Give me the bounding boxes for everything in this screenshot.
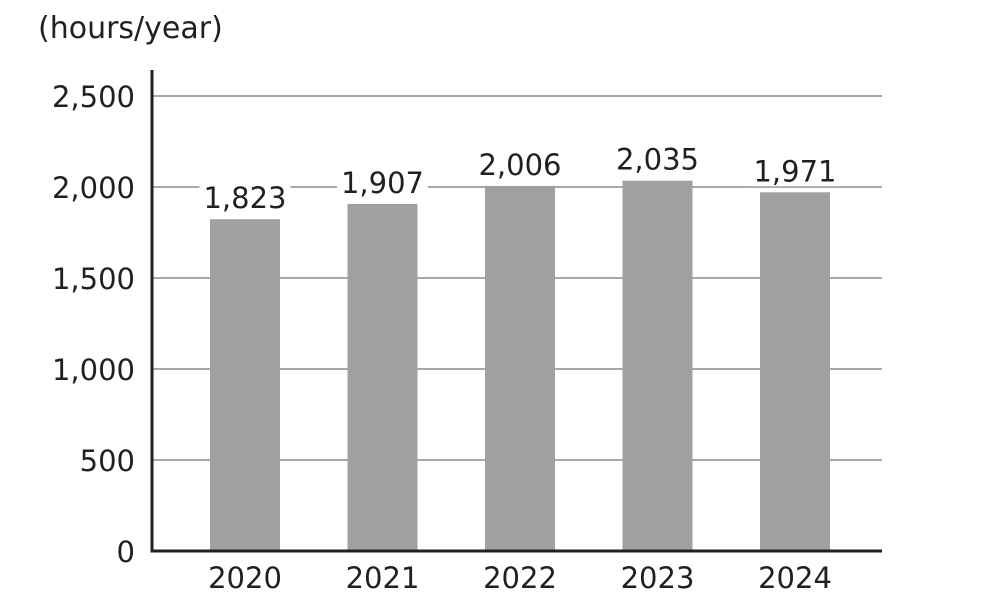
x-tick-label: 2020	[208, 561, 282, 595]
y-tick-label: 1,000	[52, 353, 135, 387]
x-tick-label: 2022	[483, 561, 557, 595]
y-tick-label: 2,500	[52, 80, 135, 114]
y-tick-label: 1,500	[52, 262, 135, 296]
y-tick-labels: 0 500 1,000 1,500 2,000 2,500	[52, 80, 135, 569]
data-label: 1,823	[203, 181, 286, 215]
x-tick-label: 2021	[346, 561, 420, 595]
bar-2021	[347, 203, 418, 551]
data-label: 1,907	[341, 166, 424, 200]
x-tick-labels: 2020 2021 2022 2023 2024	[208, 561, 832, 595]
bar-2020	[210, 219, 280, 552]
bar-2024	[760, 192, 830, 551]
data-label-background	[474, 149, 566, 180]
y-tick-label: 0	[117, 535, 135, 569]
bar-2022	[485, 185, 555, 551]
y-tick-label: 500	[80, 444, 135, 478]
data-labels: 1,823 1,907 2,006 2,035 1,971	[199, 143, 841, 215]
data-label-background	[199, 183, 291, 214]
y-unit-label: (hours/year)	[38, 11, 223, 46]
data-label-background	[336, 167, 429, 198]
x-tick-label: 2024	[758, 561, 832, 595]
y-tick-label: 2,000	[52, 171, 135, 205]
x-tick-label: 2023	[621, 561, 695, 595]
data-label: 2,035	[616, 143, 699, 177]
data-label-background	[611, 144, 704, 175]
bars	[210, 180, 830, 552]
axes	[150, 70, 882, 553]
data-label-background	[749, 156, 841, 187]
data-label: 1,971	[753, 154, 836, 188]
data-label: 2,006	[478, 148, 561, 182]
bar-2023	[622, 180, 693, 551]
